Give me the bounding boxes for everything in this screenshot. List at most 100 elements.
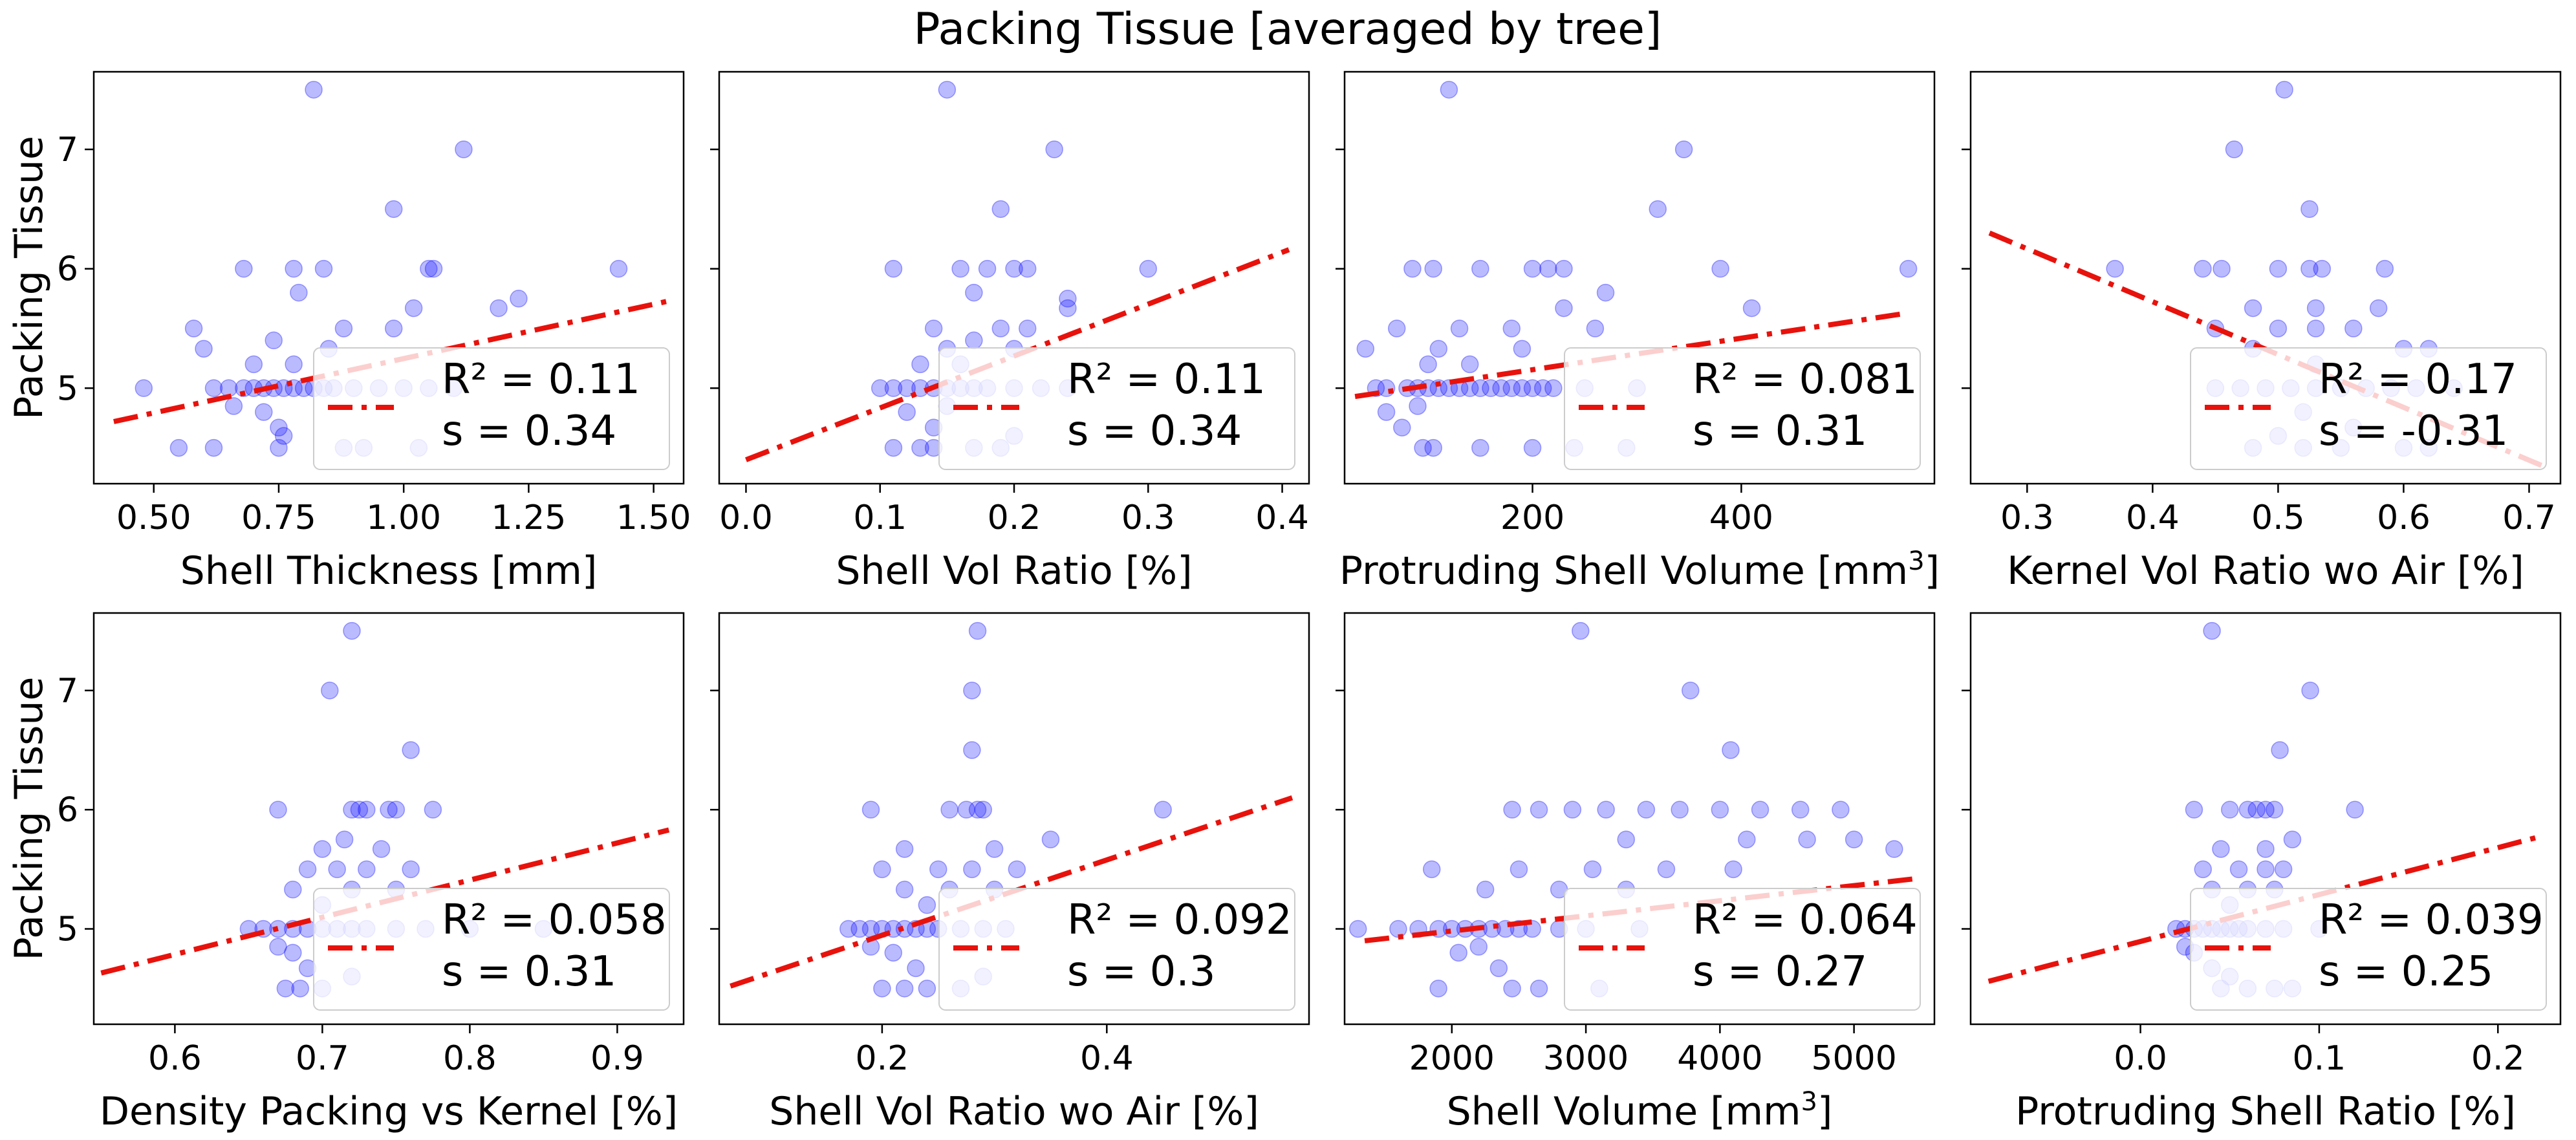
fit-line: [1354, 310, 1909, 400]
scatter-point: [455, 140, 473, 158]
y-axis-label: Packing Tissue: [6, 677, 52, 961]
y-tick-label: 5: [57, 369, 78, 408]
figure-title: Packing Tissue [averaged by tree]: [914, 4, 1662, 55]
scatter-point: [1597, 801, 1615, 819]
y-tick-label: 6: [57, 250, 78, 289]
scatter-point: [2283, 830, 2302, 849]
scatter-point: [895, 920, 914, 938]
scatter-point: [384, 319, 403, 338]
legend-box: [313, 347, 670, 470]
x-axis-label: Shell Volume [mm3]: [1447, 1087, 1833, 1134]
scatter-point: [2269, 259, 2288, 278]
scatter-point: [1008, 860, 1026, 879]
scatter-point: [1471, 259, 1489, 278]
panel-4: 0.3 0.4 0.5 0.6 0.7 R² = 0.17s = -0.31 Kernel …: [1962, 70, 2562, 594]
scatter-point: [1424, 259, 1442, 278]
scatter-point: [1563, 801, 1582, 819]
scatter-point: [1489, 959, 1508, 978]
x-tick-label: 2000: [1409, 1039, 1495, 1078]
scatter-point: [1751, 801, 1770, 819]
scatter-point: [2220, 801, 2239, 819]
x-tick-label: 0.75: [241, 499, 316, 537]
scatter-point: [1724, 860, 1742, 879]
scatter-point: [2229, 860, 2248, 879]
legend: R² = 0.17s = -0.31: [2190, 347, 2547, 470]
x-tick-label: 400: [1709, 499, 1773, 537]
x-tick-label: 0.3: [1121, 499, 1175, 537]
scatter-point: [1429, 339, 1448, 358]
axes-frame: [92, 70, 685, 485]
scatter-point: [2244, 299, 2262, 317]
x-tick-label: 1.25: [492, 499, 567, 537]
scatter-point: [2247, 801, 2266, 819]
scatter-point: [965, 283, 983, 302]
scatter-point: [1510, 860, 1528, 879]
scatter-point: [850, 920, 869, 938]
x-tick-label: 0.8: [443, 1039, 497, 1078]
scatter-point: [204, 438, 223, 457]
scatter-point: [924, 319, 943, 338]
x-tick-label: 0.2: [988, 499, 1041, 537]
legend-r2: R² = 0.11: [442, 356, 640, 403]
scatter-point: [1572, 621, 1590, 640]
legend-s: s = 0.31: [442, 948, 616, 996]
scatter-point: [2225, 140, 2244, 158]
panel-1: 0.50 0.75 1.00 1.25 1.50 5 6 7 R² = 0.11s = 0.34…: [6, 70, 691, 594]
scatter-point: [384, 200, 403, 219]
scatter-point: [235, 259, 253, 278]
legend-box: [1564, 888, 1921, 1011]
scatter-point: [1348, 920, 1367, 938]
scatter-point: [1583, 860, 1602, 879]
scatter-point: [985, 840, 1004, 858]
scatter-point: [1523, 438, 1542, 457]
scatter-point: [387, 801, 406, 819]
scatter-point: [2194, 259, 2212, 278]
scatter-point: [235, 379, 253, 398]
scatter-point: [1377, 403, 1396, 421]
scatter-point: [1429, 379, 1448, 398]
scatter-point: [907, 959, 925, 978]
legend: R² = 0.11s = 0.34: [938, 347, 1295, 470]
scatter-point: [334, 319, 353, 338]
scatter-point: [2300, 259, 2319, 278]
panel-2: 0.0 0.1 0.2 0.3 0.4 R² = 0.11s = 0.34 Shell Vo…: [710, 70, 1310, 594]
x-tick-label: 0.6: [2377, 499, 2430, 537]
scatter-point: [1617, 830, 1636, 849]
scatter-point: [2257, 860, 2275, 879]
legend-r2: R² = 0.11: [1067, 356, 1266, 403]
axes-frame: [92, 612, 685, 1026]
scatter-point: [1387, 319, 1406, 338]
scatter-point: [265, 331, 283, 350]
scatter-point: [343, 621, 361, 640]
scatter-point: [1738, 830, 1756, 849]
scatter-point: [1649, 200, 1667, 219]
scatter-point: [2301, 682, 2319, 700]
axes-frame: [718, 70, 1310, 485]
scatter-point: [1798, 830, 1816, 849]
x-axis-label-superscript: 3: [1801, 1087, 1817, 1117]
legend-r2: R² = 0.039: [2319, 896, 2544, 944]
scatter-point: [269, 938, 287, 956]
legend-r2: R² = 0.081: [1693, 356, 1918, 403]
scatter-point: [2185, 801, 2203, 819]
scatter-point: [1409, 397, 1427, 415]
scatter-point: [1449, 943, 1467, 962]
x-axis-label-superscript: 3: [1908, 546, 1924, 576]
x-tick-label: 0.4: [1080, 1039, 1134, 1078]
scatter-point: [1503, 801, 1521, 819]
scatter-point: [380, 801, 398, 819]
scatter-point: [898, 379, 916, 398]
scatter-point: [1005, 259, 1023, 278]
scatter-point: [2269, 319, 2288, 338]
scatter-point: [1885, 840, 1903, 858]
legend-r2: R² = 0.064: [1693, 896, 1918, 944]
scatter-point: [270, 418, 288, 436]
scatter-point: [1429, 979, 1447, 998]
x-tick-label: 0.5: [2251, 499, 2305, 537]
scatter-point: [991, 200, 1010, 219]
scatter-point: [1596, 283, 1615, 302]
scatter-point: [328, 860, 346, 879]
scatter-point: [1555, 259, 1573, 278]
